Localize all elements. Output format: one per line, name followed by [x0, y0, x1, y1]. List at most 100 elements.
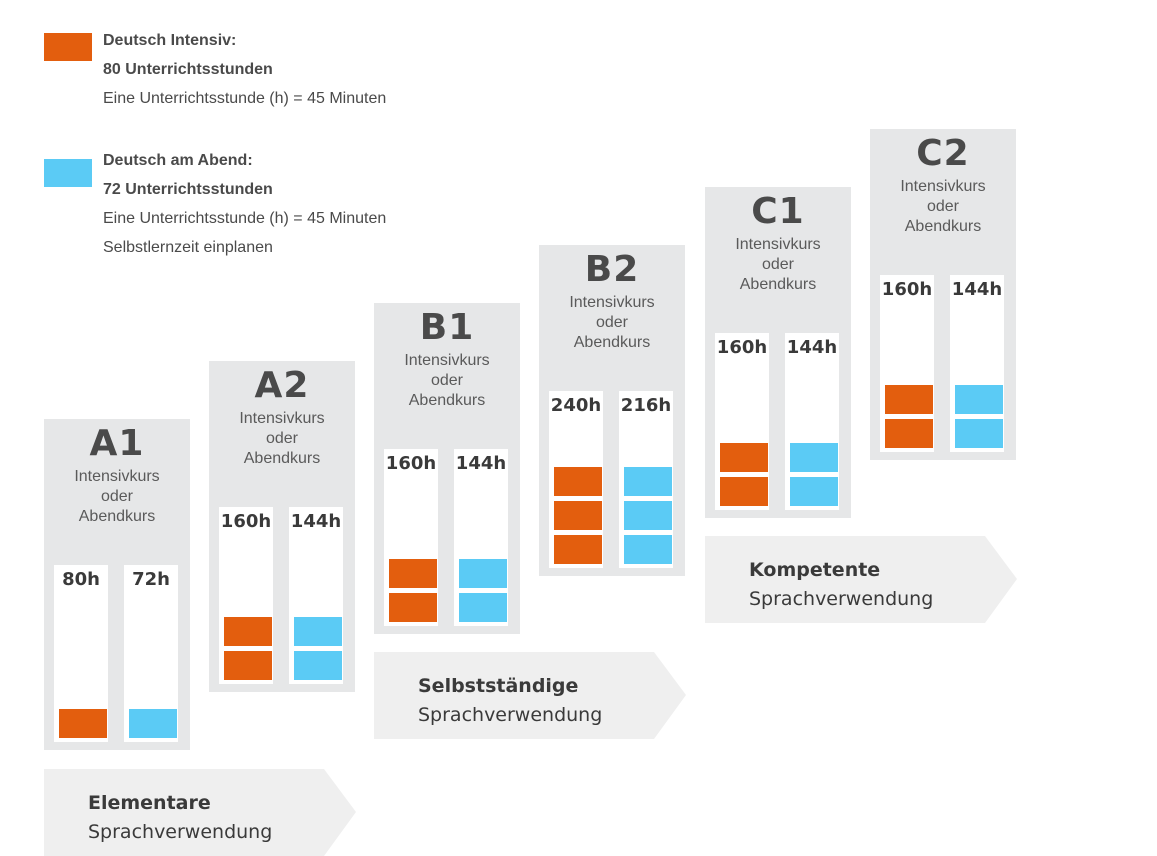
intensiv-hours: 160h — [881, 279, 933, 300]
level-desc: Intensivkurs oder Abendkurs — [705, 235, 851, 295]
abend-block — [129, 709, 177, 738]
level-desc-2: oder — [926, 198, 960, 215]
abend-column: 216h — [619, 391, 673, 568]
intensiv-block — [59, 709, 107, 738]
intensiv-column: 160h — [384, 449, 438, 626]
level-desc-1: Intensivkurs — [404, 352, 490, 369]
band-line2: Sprachverwendung — [749, 588, 934, 610]
intensiv-column: 160h — [219, 507, 273, 684]
level-c2: C2 Intensivkurs oder Abendkurs 160h 144h — [870, 129, 1016, 460]
intensiv-column: 160h — [880, 275, 934, 452]
level-desc-3: Abendkurs — [408, 392, 486, 409]
intensiv-block — [224, 617, 272, 646]
intensiv-hours: 160h — [385, 453, 437, 474]
level-desc-2: oder — [761, 256, 795, 273]
abend-block — [294, 617, 342, 646]
legend-abend-note: Eine Unterrichtsstunde (h) = 45 Minuten — [103, 210, 387, 227]
level-desc-3: Abendkurs — [739, 276, 817, 293]
intensiv-block — [554, 467, 602, 496]
intensiv-block — [885, 419, 933, 448]
legend-abend-note2: Selbstlernzeit einplanen — [103, 239, 273, 256]
band-text: Kompetente Sprachverwendung — [749, 556, 933, 614]
intensiv-block — [720, 477, 768, 506]
intensiv-block — [224, 651, 272, 680]
level-b2: B2 Intensivkurs oder Abendkurs 240h 216h — [539, 245, 685, 576]
level-desc-1: Intensivkurs — [239, 410, 325, 427]
band-line1: Elementare — [88, 792, 211, 814]
band-selbststaendige: Selbstständige Sprachverwendung — [374, 652, 686, 739]
abend-hours: 144h — [455, 453, 507, 474]
abend-column: 144h — [454, 449, 508, 626]
level-code: B2 — [584, 249, 640, 290]
level-desc-1: Intensivkurs — [900, 178, 986, 195]
legend-intensiv-note: Eine Unterrichtsstunde (h) = 45 Minuten — [103, 90, 387, 107]
level-desc-3: Abendkurs — [904, 218, 982, 235]
legend-abend: Deutsch am Abend: 72 Unterrichtsstunden … — [103, 146, 386, 262]
legend-abend-hours: 72 Unterrichtsstunden — [103, 181, 273, 198]
intensiv-column: 160h — [715, 333, 769, 510]
intensiv-column: 80h — [54, 565, 108, 742]
abend-column: 144h — [785, 333, 839, 510]
band-text: Selbstständige Sprachverwendung — [418, 672, 602, 730]
abend-column: 72h — [124, 565, 178, 742]
legend-swatch-intensiv — [44, 33, 92, 61]
band-arrow-shape — [374, 652, 686, 739]
level-code: C1 — [751, 191, 805, 232]
intensiv-block — [554, 501, 602, 530]
legend-abend-title: Deutsch am Abend: — [103, 152, 253, 169]
abend-hours: 144h — [786, 337, 838, 358]
intensiv-column: 240h — [549, 391, 603, 568]
level-code: C2 — [916, 133, 970, 174]
abend-column: 144h — [289, 507, 343, 684]
abend-column: 144h — [950, 275, 1004, 452]
intensiv-block — [389, 593, 437, 622]
band-arrow-shape — [44, 769, 356, 856]
legend-intensiv-hours: 80 Unterrichtsstunden — [103, 61, 273, 78]
band-line1: Kompetente — [749, 559, 881, 581]
abend-block — [624, 535, 672, 564]
level-code: B1 — [419, 307, 475, 348]
intensiv-hours: 80h — [62, 569, 100, 590]
band-elementare: Elementare Sprachverwendung — [44, 769, 356, 856]
band-line2: Sprachverwendung — [88, 821, 273, 843]
abend-block — [459, 559, 507, 588]
level-desc-3: Abendkurs — [78, 508, 156, 525]
level-desc-2: oder — [595, 314, 629, 331]
level-desc-3: Abendkurs — [243, 450, 321, 467]
abend-hours: 72h — [132, 569, 170, 590]
legend-intensiv-title: Deutsch Intensiv: — [103, 32, 237, 49]
level-code: A2 — [254, 365, 310, 406]
level-code: A1 — [89, 423, 145, 464]
band-line2: Sprachverwendung — [418, 704, 603, 726]
level-desc-1: Intensivkurs — [74, 468, 160, 485]
abend-block — [624, 501, 672, 530]
level-a1: A1 Intensivkurs oder Abendkurs 80h 72h — [44, 419, 190, 750]
abend-hours: 216h — [620, 395, 672, 416]
level-b1: B1 Intensivkurs oder Abendkurs 160h 144h — [374, 303, 520, 634]
intensiv-hours: 160h — [716, 337, 768, 358]
level-desc-1: Intensivkurs — [569, 294, 655, 311]
band-line1: Selbstständige — [418, 675, 579, 697]
level-desc-2: oder — [430, 372, 464, 389]
level-desc: Intensivkurs oder Abendkurs — [870, 177, 1016, 237]
level-a2: A2 Intensivkurs oder Abendkurs 160h 144h — [209, 361, 355, 692]
intensiv-block — [720, 443, 768, 472]
legend-swatch-abend — [44, 159, 92, 187]
abend-hours: 144h — [951, 279, 1003, 300]
level-desc-3: Abendkurs — [573, 334, 651, 351]
abend-block — [624, 467, 672, 496]
level-c1: C1 Intensivkurs oder Abendkurs 160h 144h — [705, 187, 851, 518]
level-desc-2: oder — [100, 488, 134, 505]
level-desc: Intensivkurs oder Abendkurs — [539, 293, 685, 353]
intensiv-block — [885, 385, 933, 414]
intensiv-block — [389, 559, 437, 588]
abend-block — [790, 443, 838, 472]
level-desc: Intensivkurs oder Abendkurs — [209, 409, 355, 469]
level-desc: Intensivkurs oder Abendkurs — [44, 467, 190, 527]
intensiv-hours: 160h — [220, 511, 272, 532]
abend-hours: 144h — [290, 511, 342, 532]
intensiv-block — [554, 535, 602, 564]
intensiv-hours: 240h — [550, 395, 602, 416]
band-arrow-shape — [705, 536, 1017, 623]
band-kompetente: Kompetente Sprachverwendung — [705, 536, 1017, 623]
